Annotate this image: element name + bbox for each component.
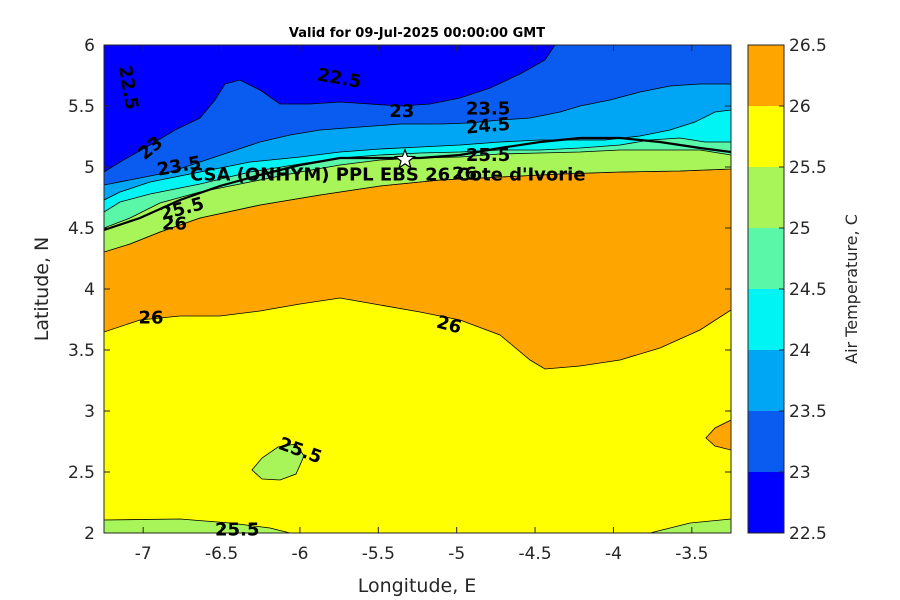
colorbar-ticks: 22.5 23 23.5 24 24.5 25 25.5 26 26.5	[779, 36, 827, 544]
band-25-25.5-bottom-right	[649, 518, 731, 533]
band-25-25.5-patch	[251, 443, 305, 481]
band-25-25.5-bottom	[104, 518, 291, 533]
colorbar-tick-label: 24.5	[789, 280, 827, 300]
x-tick-label: -4	[605, 544, 622, 564]
y-tick-label: 6	[84, 36, 95, 56]
contour-label: 25.5	[215, 520, 259, 541]
colorbar-segment	[748, 167, 784, 228]
station-star-icon	[393, 147, 417, 170]
band-26-26.5-right	[705, 419, 731, 451]
colorbar-tick-label: 23	[789, 463, 811, 483]
y-tick-label: 3.5	[68, 341, 95, 361]
contour-label: 23.5	[466, 99, 510, 120]
y-tick-label: 5	[84, 158, 95, 178]
x-tick-label: -3.5	[675, 544, 708, 564]
colorbar-title: Air Temperature, C	[842, 214, 861, 364]
x-tick-label: -4.5	[518, 544, 551, 564]
y-axis: 2 2.5 3 3.5 4 4.5 5 5.5 6	[68, 36, 731, 544]
contour-label: 26	[162, 213, 187, 234]
plot-area	[104, 45, 731, 533]
contour-label: 26	[138, 307, 163, 328]
colorbar	[747, 44, 785, 534]
x-tick-label: -7	[135, 544, 152, 564]
colorbar-tick-label: 25.5	[789, 158, 827, 178]
x-axis-title: Longitude, E	[358, 575, 477, 597]
station-label: CSA (ONHYM) PPL EBS 26 Cote d'Ivorie	[190, 165, 586, 186]
x-axis: -7 -6.5 -6 -5.5 -5 -4.5 -4 -3.5	[135, 45, 708, 564]
y-tick-label: 4.5	[68, 219, 95, 239]
colorbar-segment	[748, 228, 784, 289]
x-tick-label: -5.5	[362, 544, 395, 564]
colorbar-segment	[748, 106, 784, 167]
contour-label: 23	[389, 101, 414, 122]
y-tick-label: 4	[84, 280, 95, 300]
colorbar-segment	[748, 289, 784, 350]
colorbar-tick-label: 22.5	[789, 524, 827, 544]
y-tick-label: 2	[84, 524, 95, 544]
contour-label: 26	[452, 163, 477, 184]
colorbar-segment	[748, 472, 784, 533]
y-tick-label: 5.5	[68, 97, 95, 117]
colorbar-segment	[748, 350, 784, 411]
band-22.5-23	[104, 45, 556, 173]
colorbar-tick-label: 25	[789, 219, 811, 239]
contour-label: 25.5	[466, 145, 510, 166]
colorbar-segment	[748, 411, 784, 472]
x-tick-label: -6.5	[205, 544, 238, 564]
colorbar-tick-label: 23.5	[789, 402, 827, 422]
y-tick-label: 2.5	[68, 463, 95, 483]
colorbar-tick-label: 26.5	[789, 36, 827, 56]
colorbar-segment	[748, 45, 784, 106]
station-marker: CSA (ONHYM) PPL EBS 26 Cote d'Ivorie	[190, 147, 586, 186]
y-axis-title: Latitude, N	[31, 237, 53, 342]
contour-label: 24.5	[465, 114, 511, 139]
coastline	[104, 136, 731, 232]
chart-title: Valid for 09-Jul-2025 00:00:00 GMT	[289, 26, 545, 41]
y-tick-label: 3	[84, 402, 95, 422]
colorbar-tick-label: 26	[789, 97, 811, 117]
x-tick-label: -6	[291, 544, 308, 564]
colorbar-tick-label: 24	[789, 341, 811, 361]
x-tick-label: -5	[448, 544, 465, 564]
